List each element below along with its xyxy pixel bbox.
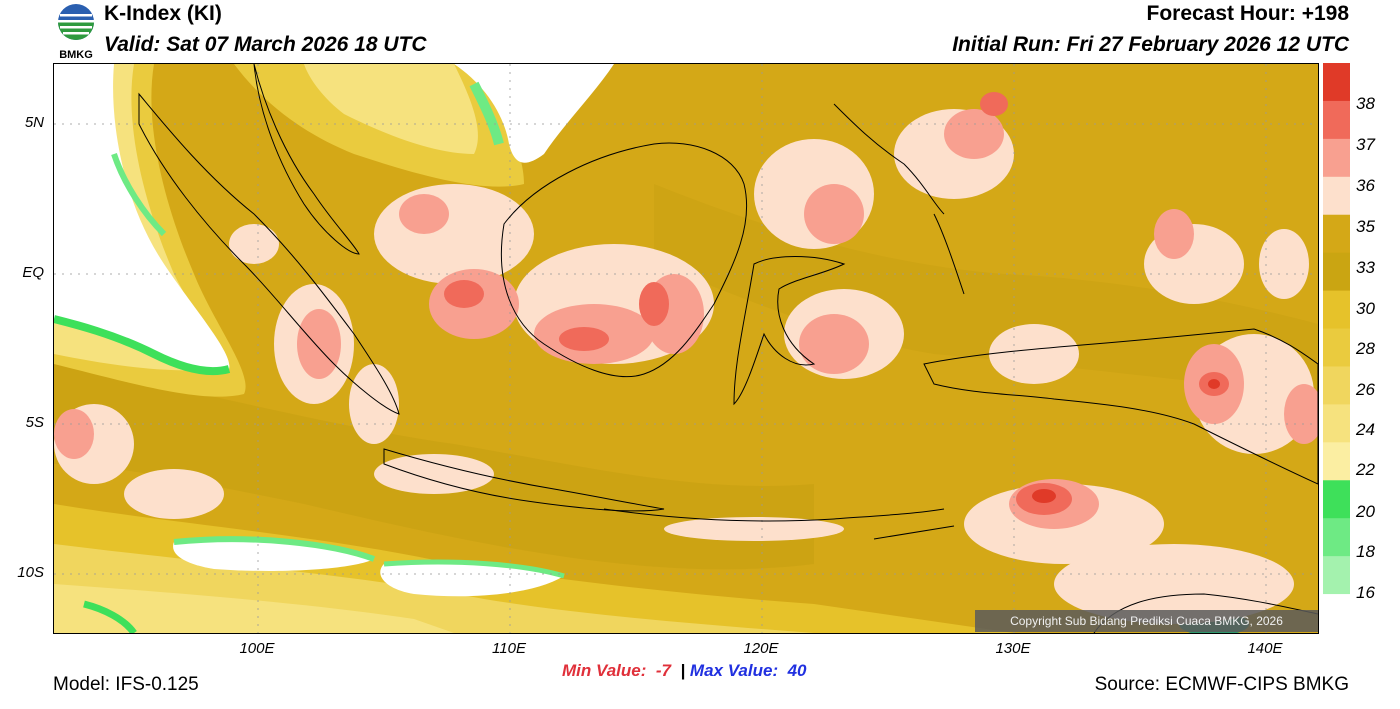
lon-label-100e: 100E — [239, 640, 275, 657]
colorbar-label: 28 — [1356, 339, 1375, 358]
bmkg-logo: BMKG — [58, 4, 94, 60]
lon-label-120e: 120E — [743, 640, 779, 657]
coastlines — [138, 64, 1318, 633]
colorbar-segment — [1323, 214, 1350, 254]
lat-label-5s: 5S — [25, 414, 44, 431]
initial-run: Initial Run: Fri 27 February 2026 12 UTC — [952, 33, 1349, 56]
lat-label-eq: EQ — [22, 264, 44, 281]
colorbar-label: 26 — [1356, 380, 1375, 399]
valid-time: Valid: Sat 07 March 2026 18 UTC — [104, 33, 427, 56]
colorbar-segment — [1323, 556, 1350, 595]
min-value: -7 — [655, 661, 671, 680]
colorbar-segment — [1323, 176, 1350, 216]
colorbar-label: 20 — [1356, 502, 1375, 521]
min-label: Min Value: — [562, 661, 647, 680]
chart-title: K-Index (KI) — [104, 2, 222, 25]
colorbar-label: 35 — [1356, 217, 1375, 236]
colorbar-segment — [1323, 594, 1350, 632]
lat-label-5n: 5N — [24, 114, 44, 131]
colorbar-segment — [1323, 328, 1350, 367]
lon-label-140e: 140E — [1247, 640, 1283, 657]
lat-label-10s: 10S — [17, 564, 44, 581]
colorbar-segment — [1323, 518, 1350, 557]
logo-text: BMKG — [59, 49, 93, 60]
lon-label-110e: 110E — [492, 640, 526, 657]
lon-label-130e: 130E — [995, 640, 1031, 657]
colorbar-label: 30 — [1356, 299, 1375, 318]
max-label: Max Value: — [689, 661, 779, 680]
colorbar-segment — [1323, 480, 1350, 519]
colorbar-segment — [1323, 252, 1350, 292]
colorbar-label: 36 — [1356, 176, 1375, 195]
colorbar-label: 16 — [1356, 583, 1375, 602]
max-value: 40 — [787, 661, 807, 680]
colorbar-label: 18 — [1356, 542, 1375, 561]
colorbar-segment — [1323, 404, 1350, 443]
colorbar-segment — [1323, 290, 1350, 330]
map-panel — [53, 63, 1319, 634]
model-label: Model: IFS-0.125 — [53, 674, 199, 695]
colorbar-segment — [1323, 442, 1350, 481]
k-index-field — [54, 64, 1318, 633]
separator: | — [680, 661, 686, 680]
colorbar-label: 38 — [1356, 94, 1375, 113]
colorbar-label: 37 — [1356, 135, 1375, 154]
copyright-notice: Copyright Sub Bidang Prediksi Cuaca BMKG… — [975, 610, 1318, 632]
colorbar-segment — [1323, 366, 1350, 405]
colorbar-segment — [1323, 138, 1350, 178]
min-max-values: Min Value: -7 | Max Value: 40 — [562, 661, 806, 681]
colorbar-segment — [1323, 100, 1350, 140]
colorbar-label: 24 — [1356, 420, 1375, 439]
colorbar-segment — [1323, 63, 1350, 102]
colorbar-label: 22 — [1356, 460, 1375, 479]
forecast-hour: Forecast Hour: +198 — [1146, 2, 1350, 25]
source-label: Source: ECMWF-CIPS BMKG — [1094, 674, 1349, 695]
colorbar — [1323, 63, 1350, 632]
colorbar-label: 33 — [1356, 258, 1375, 277]
